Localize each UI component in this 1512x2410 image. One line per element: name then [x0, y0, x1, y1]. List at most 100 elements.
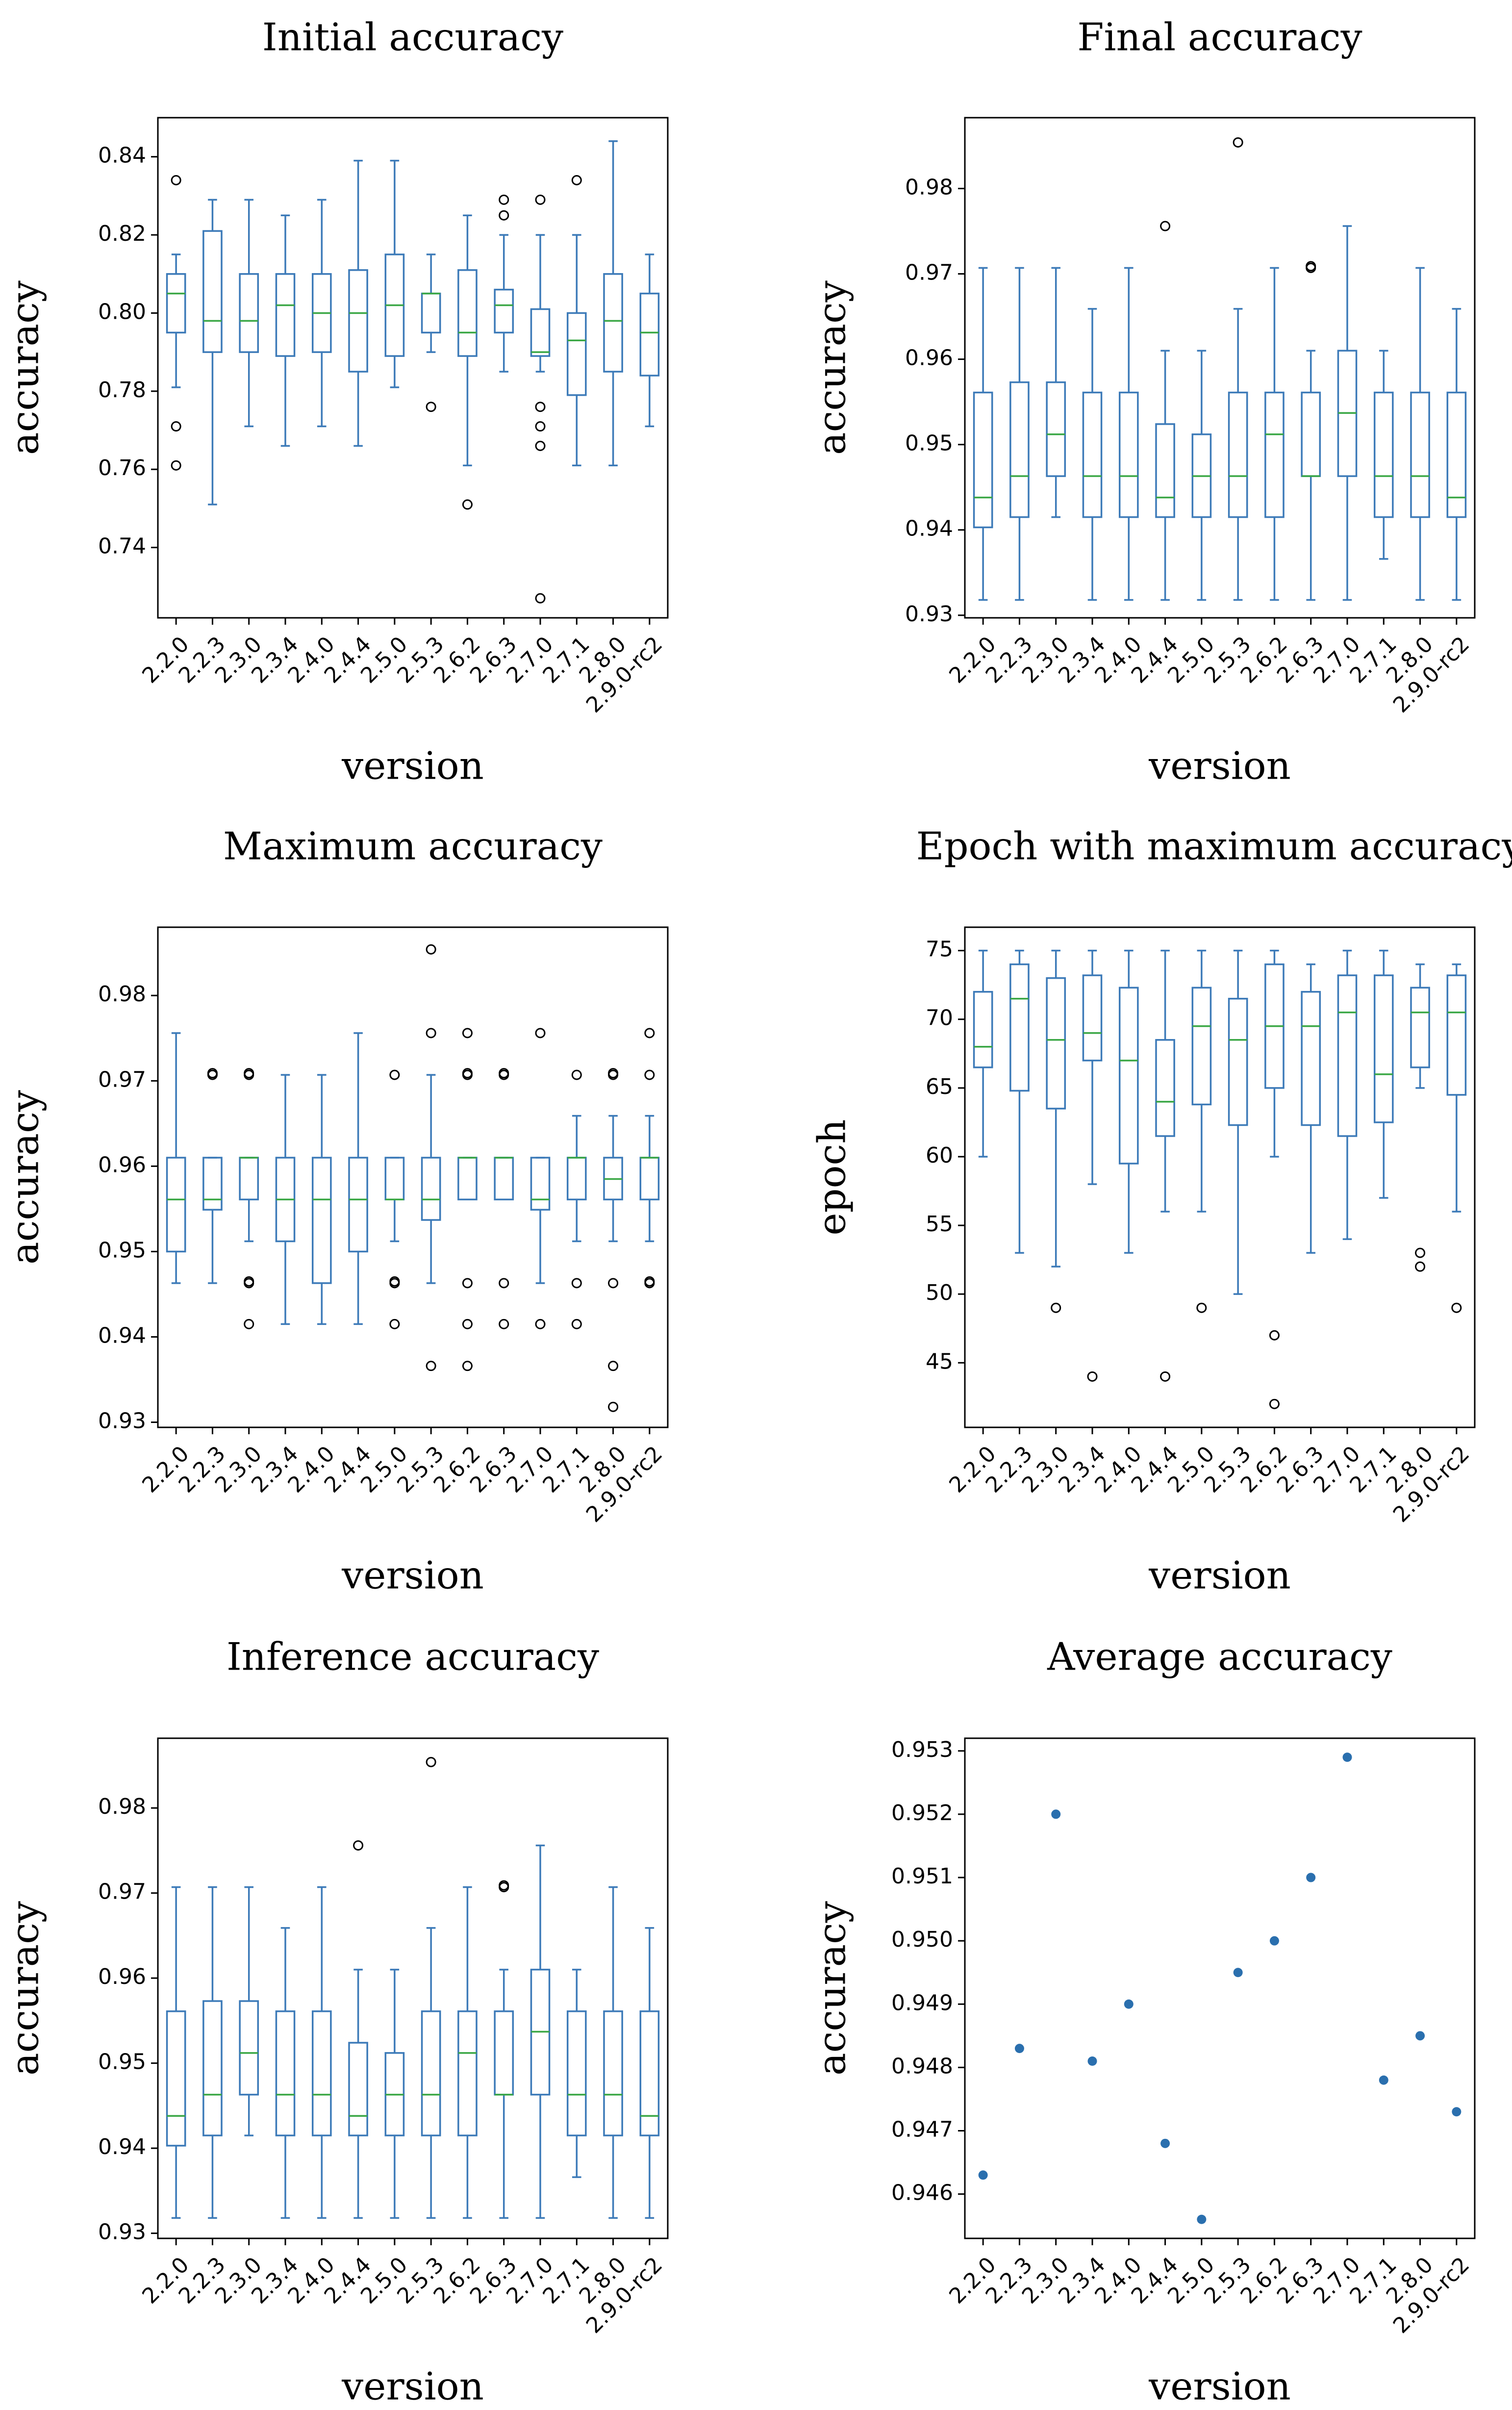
- outlier-point: [1269, 1398, 1280, 1409]
- outlier-point: [644, 1069, 655, 1080]
- outlier-point: [499, 1880, 509, 1891]
- plot-frame: [964, 1737, 1476, 2239]
- outlier-point: [499, 1068, 509, 1079]
- y-tick-label: 0.97: [905, 260, 953, 285]
- outlier-point: [207, 1068, 218, 1079]
- iqr-box: [1118, 391, 1139, 518]
- iqr-box: [421, 1157, 441, 1221]
- outlier-point: [571, 1278, 582, 1289]
- plot-frame: [157, 1737, 669, 2239]
- box-2.7.0: [1337, 949, 1358, 1240]
- chart-title: Inference accuracy: [227, 1635, 599, 1679]
- y-tick-label: 0.98: [98, 1794, 146, 1819]
- y-tick-label: 0.96: [98, 1152, 146, 1177]
- chart-title: Epoch with maximum accuracy: [916, 825, 1512, 869]
- y-tick-label: 0.74: [98, 534, 146, 559]
- iqr-box: [421, 2010, 441, 2136]
- outlier-point: [535, 1028, 546, 1039]
- outlier-point: [426, 1361, 436, 1371]
- y-tick-label: 0.95: [905, 431, 953, 456]
- box-2.7.0: [530, 194, 551, 604]
- y-tick-label: 0.94: [905, 516, 953, 541]
- box-2.7.0: [530, 1028, 551, 1329]
- outlier-point: [244, 1319, 254, 1329]
- data-point-2.7.0: [1342, 1752, 1352, 1762]
- y-tick-label: 0.95: [98, 1238, 146, 1263]
- iqr-box: [348, 269, 368, 373]
- iqr-box: [1410, 391, 1430, 518]
- outlier-point: [244, 1068, 254, 1079]
- outlier-point: [1196, 1302, 1207, 1313]
- box-2.6.2: [457, 1886, 478, 2219]
- box-2.4.0: [311, 1074, 332, 1325]
- outlier-point: [499, 1319, 509, 1329]
- panel-maximum: Maximum accuracy accuracy version 0.93 0.94 0…: [3, 825, 669, 1598]
- box-2.6.3: [494, 1880, 514, 2219]
- y-tick-label: 0.949: [891, 1990, 953, 2015]
- data-point-2.8.0: [1415, 2031, 1425, 2041]
- panel-initial: Initial accuracy accuracy version 0.74 0.76 0…: [3, 16, 669, 788]
- iqr-box: [494, 1157, 514, 1201]
- outlier-point: [535, 402, 546, 412]
- outlier-point: [462, 499, 473, 510]
- iqr-box: [239, 273, 259, 353]
- outlier-point: [1087, 1371, 1098, 1382]
- box-2.2.0: [166, 1032, 186, 1284]
- plot-frame: [964, 926, 1476, 1428]
- box-2.4.4: [348, 159, 368, 447]
- outlier-point: [1160, 221, 1171, 231]
- box-2.6.2: [1264, 949, 1285, 1409]
- x-axis-label: version: [1148, 2365, 1291, 2409]
- outlier-point: [535, 440, 546, 451]
- iqr-box: [973, 391, 993, 529]
- outlier-point: [1233, 137, 1243, 148]
- y-tick-label: 0.97: [98, 1879, 146, 1904]
- box-2.6.2: [457, 1028, 478, 1371]
- outlier-point: [571, 1319, 582, 1329]
- outlier-point: [1306, 261, 1316, 272]
- outlier-point: [389, 1276, 400, 1287]
- outlier-point: [608, 1278, 619, 1289]
- box-2.9.0-rc2: [1446, 963, 1467, 1313]
- iqr-box: [1446, 974, 1467, 1096]
- y-tick-label: 0.953: [891, 1737, 953, 1762]
- iqr-box: [603, 2010, 623, 2136]
- box-2.7.1: [566, 175, 587, 466]
- iqr-box: [202, 1157, 223, 1211]
- outlier-point: [462, 1068, 473, 1079]
- outlier-point: [608, 1361, 619, 1371]
- outlier-point: [608, 1068, 619, 1079]
- box-2.3.4: [1082, 308, 1103, 601]
- iqr-box: [530, 308, 551, 357]
- iqr-box: [530, 1157, 551, 1211]
- iqr-box: [639, 292, 660, 377]
- iqr-box: [239, 1157, 259, 1201]
- iqr-box: [1118, 987, 1139, 1165]
- box-2.4.0: [311, 1886, 332, 2219]
- data-point-2.3.4: [1087, 2056, 1097, 2066]
- y-tick-label: 0.96: [905, 346, 953, 371]
- y-tick-label: 0.76: [98, 456, 146, 481]
- y-axis-label: epoch: [810, 1119, 855, 1236]
- y-tick-label: 0.78: [98, 378, 146, 403]
- x-axis-label: version: [1148, 1554, 1291, 1598]
- iqr-box: [566, 312, 587, 396]
- panel-epoch: Epoch with maximum accuracy epoch version 4…: [810, 825, 1512, 1598]
- box-2.7.0: [530, 1844, 551, 2219]
- box-2.2.0: [973, 267, 993, 601]
- y-axis-label: accuracy: [810, 1901, 855, 2076]
- iqr-box: [202, 2000, 223, 2136]
- iqr-box: [384, 1157, 405, 1201]
- box-2.7.1: [566, 1069, 587, 1329]
- iqr-box: [166, 1157, 186, 1253]
- iqr-box: [973, 990, 993, 1068]
- y-tick-label: 0.948: [891, 2054, 953, 2079]
- iqr-box: [1228, 391, 1248, 518]
- outlier-point: [1160, 1371, 1171, 1382]
- box-2.2.3: [202, 1068, 223, 1284]
- box-2.7.0: [1337, 225, 1358, 601]
- y-tick-label: 0.80: [98, 299, 146, 324]
- y-tick-label: 0.947: [891, 2117, 953, 2142]
- y-tick-label: 70: [926, 1006, 953, 1031]
- iqr-box: [1191, 987, 1212, 1106]
